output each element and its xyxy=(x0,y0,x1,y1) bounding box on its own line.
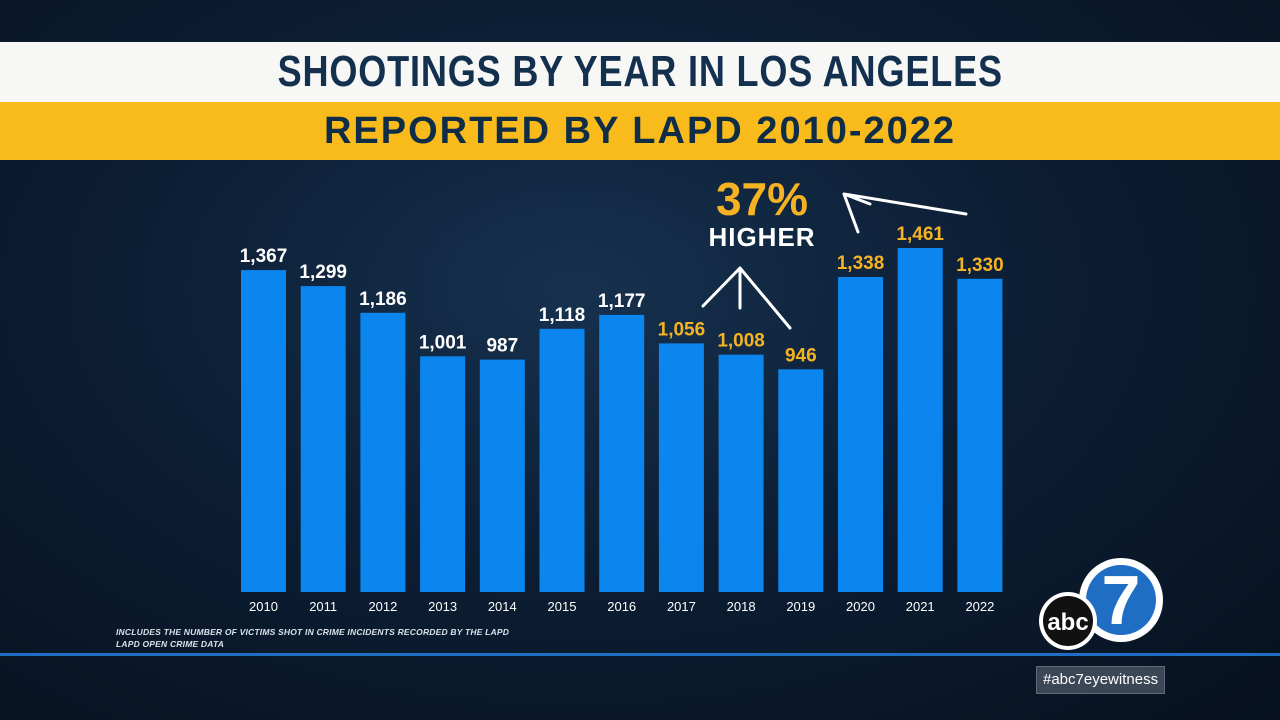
x-tick-2022: 2022 xyxy=(965,599,994,614)
x-tick-2016: 2016 xyxy=(607,599,636,614)
value-label-2011: 1,299 xyxy=(299,262,347,283)
x-tick-2010: 2010 xyxy=(249,599,278,614)
bar-2010 xyxy=(241,270,286,592)
x-tick-2021: 2021 xyxy=(906,599,935,614)
annotation-text: HIGHER xyxy=(708,222,816,252)
title-banner: SHOOTINGS BY YEAR IN LOS ANGELES xyxy=(0,42,1280,102)
value-label-2017: 1,056 xyxy=(658,319,706,340)
value-label-2018: 1,008 xyxy=(717,331,765,352)
x-tick-2011: 2011 xyxy=(309,599,337,614)
abc7-logo: 7 abc xyxy=(1039,558,1163,650)
bar-2016 xyxy=(599,314,645,592)
value-label-2019: 946 xyxy=(785,345,817,366)
x-tick-2018: 2018 xyxy=(727,599,756,614)
separator-line xyxy=(0,653,1280,656)
x-tick-2017: 2017 xyxy=(667,599,696,614)
bar-2017 xyxy=(658,343,704,592)
x-tick-2015: 2015 xyxy=(548,599,577,614)
bar-2013 xyxy=(420,356,466,592)
bar-2019 xyxy=(778,369,824,592)
bar-2022 xyxy=(957,278,1003,592)
value-label-2010: 1,367 xyxy=(240,246,288,267)
bar-2015 xyxy=(539,328,585,592)
annotation-arrow-right xyxy=(842,192,968,234)
x-tick-2012: 2012 xyxy=(368,599,397,614)
bar-2012 xyxy=(360,312,406,592)
subtitle-banner: REPORTED BY LAPD 2010-2022 xyxy=(0,102,1280,160)
value-label-2014: 987 xyxy=(486,336,518,357)
value-label-2022: 1,330 xyxy=(956,255,1004,276)
x-tick-2014: 2014 xyxy=(488,599,517,614)
x-tick-2020: 2020 xyxy=(846,599,875,614)
footnote: INCLUDES THE NUMBER OF VICTIMS SHOT IN C… xyxy=(116,626,636,650)
x-tick-2013: 2013 xyxy=(428,599,457,614)
footnote-line-2: LAPD OPEN CRIME DATA xyxy=(116,639,225,649)
logo-abc: abc xyxy=(1047,609,1088,636)
bar-2011 xyxy=(300,286,346,592)
value-label-2015: 1,118 xyxy=(539,305,586,326)
value-label-2020: 1,338 xyxy=(837,253,885,274)
chart-title: SHOOTINGS BY YEAR IN LOS ANGELES xyxy=(277,47,1003,96)
bar-2020 xyxy=(838,277,883,592)
value-label-2021: 1,461 xyxy=(896,224,944,245)
annotation-percent: 37% xyxy=(715,173,809,225)
value-label-2016: 1,177 xyxy=(598,291,646,312)
logo-number: 7 xyxy=(1102,561,1141,639)
value-label-2012: 1,186 xyxy=(359,289,407,310)
annotation-arrow-up xyxy=(701,266,792,330)
bar-2014 xyxy=(479,359,525,592)
x-tick-2019: 2019 xyxy=(786,599,815,614)
chart-subtitle: REPORTED BY LAPD 2010-2022 xyxy=(323,109,957,152)
bar-2021 xyxy=(897,248,943,592)
hashtag-badge: #abc7eyewitness xyxy=(1036,666,1166,694)
bar-2018 xyxy=(718,354,764,592)
value-label-2013: 1,001 xyxy=(419,332,467,353)
footnote-line-1: INCLUDES THE NUMBER OF VICTIMS SHOT IN C… xyxy=(116,627,510,637)
